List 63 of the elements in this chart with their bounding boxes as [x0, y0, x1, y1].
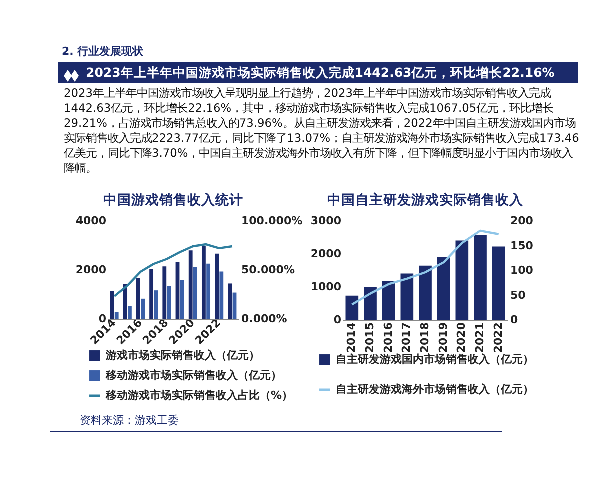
y-tick-label: 1000 [310, 280, 342, 294]
x-tick-label: 2016 [382, 322, 395, 354]
y-tick-label: 4000 [76, 214, 107, 228]
x-tick-label: 2021 [474, 322, 486, 354]
y2-tick-label: 100.000% [242, 214, 303, 228]
x-tick-label: 2014 [345, 322, 358, 354]
x-tick-label: 2022 [492, 322, 505, 354]
line-series [113, 243, 234, 298]
y-tick-label: 2000 [76, 264, 107, 276]
text: 资料来源：游戏工委 [80, 413, 179, 428]
bar [136, 278, 140, 319]
legend-label: 移动游戏市场实际销售收入占比（%） [105, 389, 294, 402]
bar [114, 312, 119, 319]
bar [215, 254, 220, 319]
bar [346, 296, 359, 320]
bar [150, 269, 154, 319]
y2-tick-label: 50 [510, 288, 526, 302]
x-tick-label: 2018 [418, 322, 432, 354]
bar [167, 286, 172, 319]
chart-title: 中国自主研发游戏实际销售收入 [328, 192, 524, 208]
y-tick-label: 0 [334, 314, 342, 326]
bar [382, 281, 396, 320]
legend-label: 游戏市场实际销售收入（亿元） [105, 349, 260, 362]
bar [202, 246, 206, 319]
y-tick-label: 3000 [310, 214, 342, 228]
legend-label: 自主研发游戏国内市场销售收入（亿元） [336, 353, 534, 366]
chart-title: 中国游戏销售收入统计 [104, 192, 244, 208]
bar [400, 274, 414, 320]
x-tick-label: 2015 [364, 322, 376, 354]
text: 2. 行业发展现状 [62, 44, 144, 59]
bar [123, 284, 128, 319]
text: 2023年上半年中国游戏市场实际销售收入完成1442.63亿元，环比增长22.16% [86, 64, 555, 82]
y2-tick-label: 50.000% [242, 264, 295, 276]
bar [456, 240, 469, 320]
bar [154, 290, 158, 319]
y2-tick-label: 200 [510, 214, 534, 228]
bar [128, 306, 132, 319]
bar [180, 280, 184, 319]
x-tick-label: 2017 [400, 322, 414, 354]
bar [206, 264, 211, 319]
y-tick-label: 2000 [310, 248, 342, 260]
x-tick-label: 2019 [436, 322, 450, 354]
bar [474, 236, 487, 320]
bar [437, 257, 450, 320]
bar [110, 291, 114, 319]
line-series [351, 230, 500, 306]
bar [188, 250, 193, 319]
bar [141, 298, 146, 319]
bar [220, 272, 224, 319]
bar [492, 246, 506, 320]
y2-tick-label: 0 [510, 314, 518, 326]
legend-label: 自主研发游戏海外市场销售收入（亿元） [336, 383, 534, 396]
y2-tick-label: 0.000% [242, 312, 288, 326]
legend-label: 移动游戏市场实际销售收入（亿元） [105, 369, 282, 382]
y2-tick-label: 150 [510, 239, 534, 252]
bar [228, 284, 232, 319]
bar [193, 268, 198, 319]
y2-tick-label: 100 [510, 264, 534, 277]
bar [162, 266, 167, 319]
text: 2023年上半年中国游戏市场收入呈现明显上行趋势，2023年上半年中国游戏市场实际销售收入完成1442.63亿元，环比增长22.16%，其中，移动游戏市场实际销售收入完成1067.05亿元，环比增长29.21%，占游戏市场销售总收入的73.96%。从自主研发游戏来看，2022年中国自主研发游戏国内市场实际销售收入完成2223.77亿元，同比下降了13.07%；自主研发游戏海外市场实际销售收入完成173.46亿美元，同比下降3.70%，中国自主研发游戏海外市场收入有所下降，但下降幅度明显小于国内市场收入降幅。 [64, 86, 580, 176]
bar [419, 266, 432, 320]
x-tick-label: 2020 [455, 322, 468, 354]
bar [364, 287, 377, 320]
